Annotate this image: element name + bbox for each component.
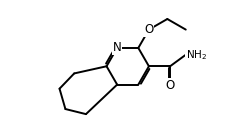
Text: O: O (166, 79, 175, 92)
Text: N: N (113, 41, 122, 54)
Text: NH$_2$: NH$_2$ (186, 48, 207, 62)
Text: O: O (144, 23, 154, 36)
